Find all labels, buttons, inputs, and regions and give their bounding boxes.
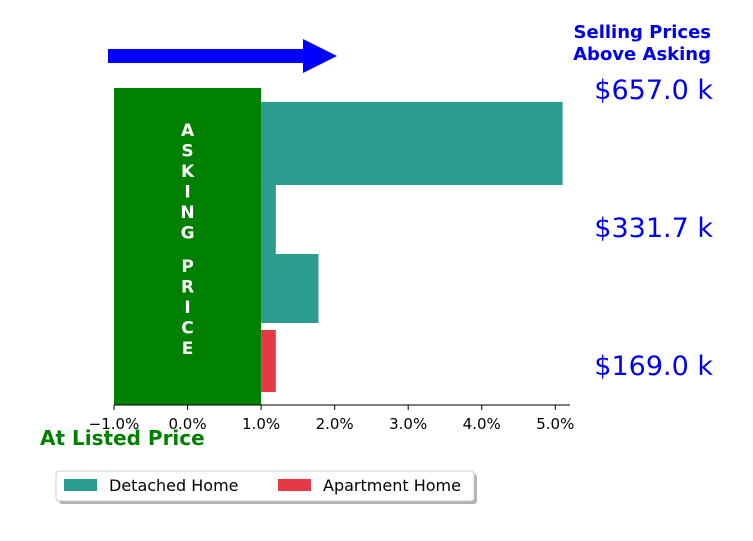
- asking-price-letter: A: [181, 121, 195, 141]
- x-tick-label: 0.0%: [168, 415, 206, 433]
- asking-price-letter: S: [181, 142, 193, 162]
- price-labels: $657.0 k $331.7 k $169.0 k: [594, 75, 713, 382]
- x-tick-label: 2.0%: [316, 415, 354, 433]
- top-right-title-line-2: Above Asking: [573, 44, 711, 65]
- asking-price-letter: C: [181, 319, 193, 339]
- price-label: $331.7 k: [594, 213, 713, 244]
- x-tick-label: 1.0%: [242, 415, 280, 433]
- bars: [261, 102, 563, 392]
- asking-price-letter: I: [184, 298, 190, 318]
- x-tick-label: 4.0%: [463, 415, 501, 433]
- top-right-title: Selling Prices Above Asking: [573, 22, 711, 65]
- legend-label-detached: Detached Home: [109, 476, 239, 495]
- asking-price-letter: P: [181, 257, 193, 277]
- x-tick-label: 5.0%: [536, 415, 574, 433]
- bar-apartment-home-0: [261, 330, 276, 392]
- price-label: $657.0 k: [594, 75, 713, 106]
- x-tick-label: 3.0%: [389, 415, 427, 433]
- right-arrow-icon: [108, 39, 337, 73]
- asking-price-letter: K: [181, 162, 195, 182]
- bar-detached-home-1: [261, 185, 276, 254]
- bottom-left-title: At Listed Price: [40, 426, 205, 450]
- asking-price-letter: I: [184, 183, 190, 203]
- asking-price-letter: E: [182, 339, 194, 359]
- asking-price-band: [114, 88, 262, 405]
- direction-arrow: [108, 39, 337, 73]
- legend-swatch-detached: [64, 479, 97, 491]
- price-label: $169.0 k: [594, 351, 713, 382]
- legend: Detached Home Apartment Home: [55, 470, 477, 504]
- legend-box: [55, 470, 475, 502]
- x-tick-label: −1.0%: [89, 415, 140, 433]
- legend-label-apartment: Apartment Home: [323, 476, 461, 495]
- bar-detached-home-0: [261, 102, 563, 185]
- legend-swatch-apartment: [278, 479, 311, 491]
- asking-price-letter: N: [180, 203, 194, 223]
- x-axis-ticks: −1.0% 0.0% 1.0% 2.0% 3.0% 4.0% 5.0%: [89, 405, 574, 433]
- asking-price-letter: G: [181, 224, 195, 244]
- bar-detached-home-2: [261, 254, 319, 323]
- asking-price-letter: R: [181, 278, 194, 298]
- top-right-title-line-1: Selling Prices: [574, 22, 711, 43]
